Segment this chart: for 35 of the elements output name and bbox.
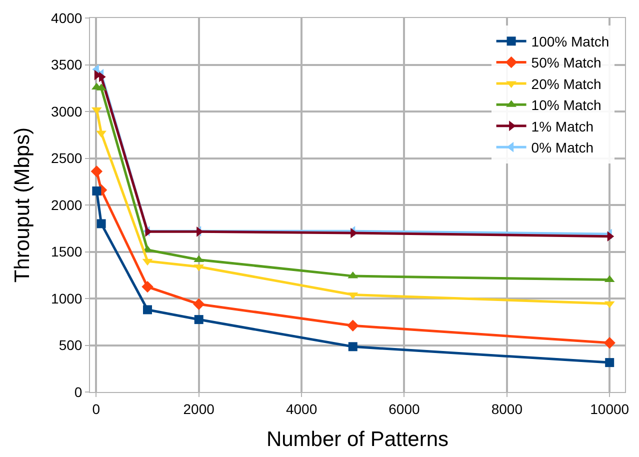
y-tick-label: 1000: [51, 290, 82, 306]
x-tick-label: 6000: [388, 400, 420, 417]
x-tick-label: 2000: [183, 400, 215, 417]
legend-label: 50% Match: [531, 54, 602, 71]
y-tick-label: 500: [58, 337, 82, 354]
point: [604, 337, 616, 349]
point: [142, 280, 154, 293]
x-tick-label: 4000: [286, 400, 318, 417]
point: [143, 305, 152, 314]
point: [92, 186, 102, 196]
point: [194, 315, 204, 324]
legend-label: 0% Match: [531, 140, 594, 156]
point: [96, 130, 106, 138]
y-tick-label: 0: [74, 384, 82, 400]
point: [347, 320, 359, 332]
legend-label: 1% Match: [531, 118, 594, 134]
legend-label: 100% Match: [531, 34, 610, 50]
y-tick-label: 2000: [51, 196, 82, 213]
point: [90, 165, 103, 178]
y-tick-label: 3000: [51, 103, 82, 120]
y-axis-title: Throuput (Mbps): [11, 127, 34, 283]
point: [193, 298, 205, 310]
legend-label: 20% Match: [531, 76, 602, 92]
point: [96, 219, 106, 228]
y-tick-label: 1500: [51, 244, 82, 260]
x-tick-label: 10000: [590, 400, 630, 417]
y-tick-label: 3500: [51, 56, 82, 73]
point: [348, 342, 358, 352]
point: [605, 358, 614, 368]
y-tick-label: 2500: [51, 150, 82, 166]
x-axis-title: Number of Patterns: [266, 428, 449, 451]
y-tick-label: 4000: [51, 10, 82, 26]
legend-label: 10% Match: [531, 97, 602, 114]
x-tick-label: 0: [92, 400, 100, 417]
x-tick-label: 8000: [491, 400, 523, 417]
